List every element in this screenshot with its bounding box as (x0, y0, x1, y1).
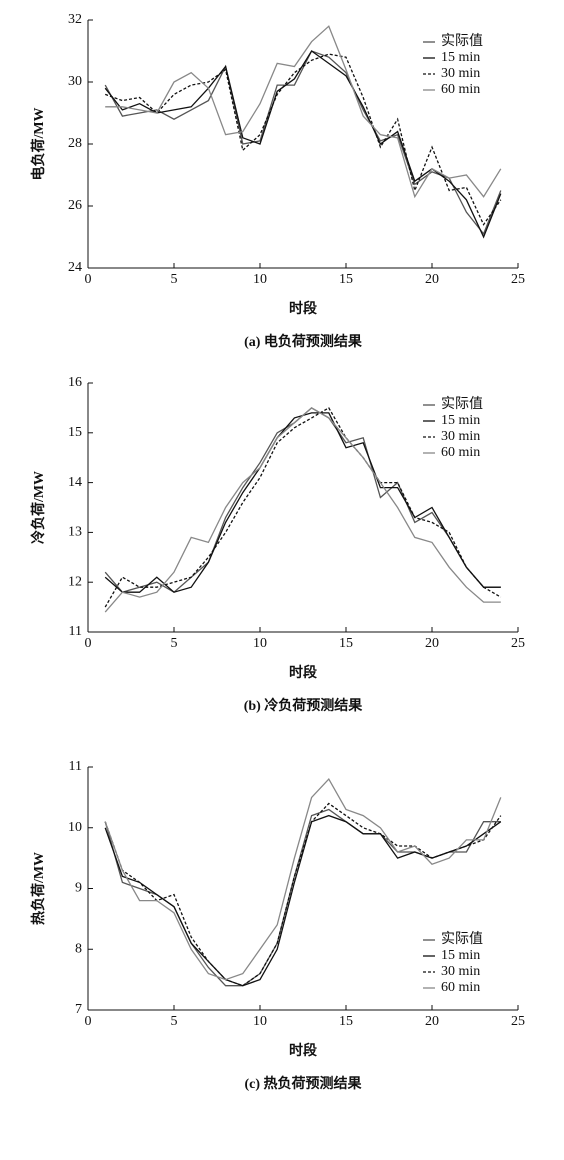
series-line (104, 802, 502, 987)
x-tick-label: 20 (425, 1014, 439, 1029)
y-tick-label: 16 (68, 375, 82, 390)
x-tick-label: 0 (85, 272, 92, 287)
series-line (104, 778, 502, 981)
series-line (104, 814, 502, 987)
x-tick-label: 20 (425, 272, 439, 287)
x-tick-label: 10 (253, 272, 267, 287)
series-line (104, 407, 502, 608)
y-axis-label: 热负荷/MW (30, 852, 47, 925)
legend-label: 实际值 (441, 396, 483, 412)
y-tick-label: 8 (75, 941, 82, 956)
caption: (a) 电负荷预测结果 (244, 333, 363, 350)
y-tick-label: 7 (75, 1002, 82, 1017)
y-tick-label: 24 (68, 260, 82, 275)
legend-label: 15 min (441, 413, 480, 428)
legend-label: 30 min (441, 66, 480, 81)
y-tick-label: 26 (68, 198, 82, 213)
x-tick-label: 0 (85, 1014, 92, 1029)
legend-label: 60 min (441, 445, 480, 460)
x-tick-label: 0 (85, 636, 92, 651)
x-tick-label: 25 (511, 1014, 525, 1029)
x-tick-label: 10 (253, 636, 267, 651)
caption: (b) 冷负荷预测结果 (244, 697, 364, 714)
x-axis-label: 时段 (289, 1042, 317, 1059)
y-tick-label: 11 (69, 624, 82, 639)
y-tick-label: 12 (68, 574, 82, 589)
legend-label: 60 min (441, 980, 480, 995)
legend-label: 30 min (441, 429, 480, 444)
x-tick-label: 15 (339, 1014, 353, 1029)
y-tick-label: 30 (68, 74, 82, 89)
x-tick-label: 20 (425, 636, 439, 651)
y-tick-label: 32 (68, 12, 82, 27)
caption: (c) 热负荷预测结果 (244, 1075, 362, 1092)
legend-label: 60 min (441, 82, 480, 97)
x-tick-label: 15 (339, 272, 353, 287)
legend-label: 实际值 (441, 33, 483, 49)
y-axis-label: 电负荷/MW (30, 107, 47, 180)
x-tick-label: 15 (339, 636, 353, 651)
legend-label: 实际值 (441, 931, 483, 947)
y-tick-label: 9 (75, 881, 82, 896)
x-tick-label: 25 (511, 636, 525, 651)
legend-label: 15 min (441, 50, 480, 65)
y-tick-label: 28 (68, 136, 82, 151)
legend-label: 30 min (441, 964, 480, 979)
x-axis-label: 时段 (289, 664, 317, 681)
y-tick-label: 11 (69, 759, 82, 774)
y-tick-label: 13 (68, 525, 82, 540)
x-axis-label: 时段 (289, 300, 317, 317)
y-tick-label: 14 (68, 475, 82, 490)
series-line (104, 407, 501, 613)
legend-label: 15 min (441, 948, 480, 963)
series-line (104, 50, 502, 236)
y-axis-label: 冷负荷/MW (30, 471, 47, 544)
series-line (105, 25, 502, 199)
x-tick-label: 5 (171, 636, 178, 651)
x-tick-label: 25 (511, 272, 525, 287)
x-tick-label: 5 (171, 272, 178, 287)
x-tick-label: 10 (253, 1014, 267, 1029)
y-tick-label: 10 (68, 820, 82, 835)
y-tick-label: 15 (68, 425, 82, 440)
x-tick-label: 5 (171, 1014, 178, 1029)
series-line (104, 53, 502, 226)
